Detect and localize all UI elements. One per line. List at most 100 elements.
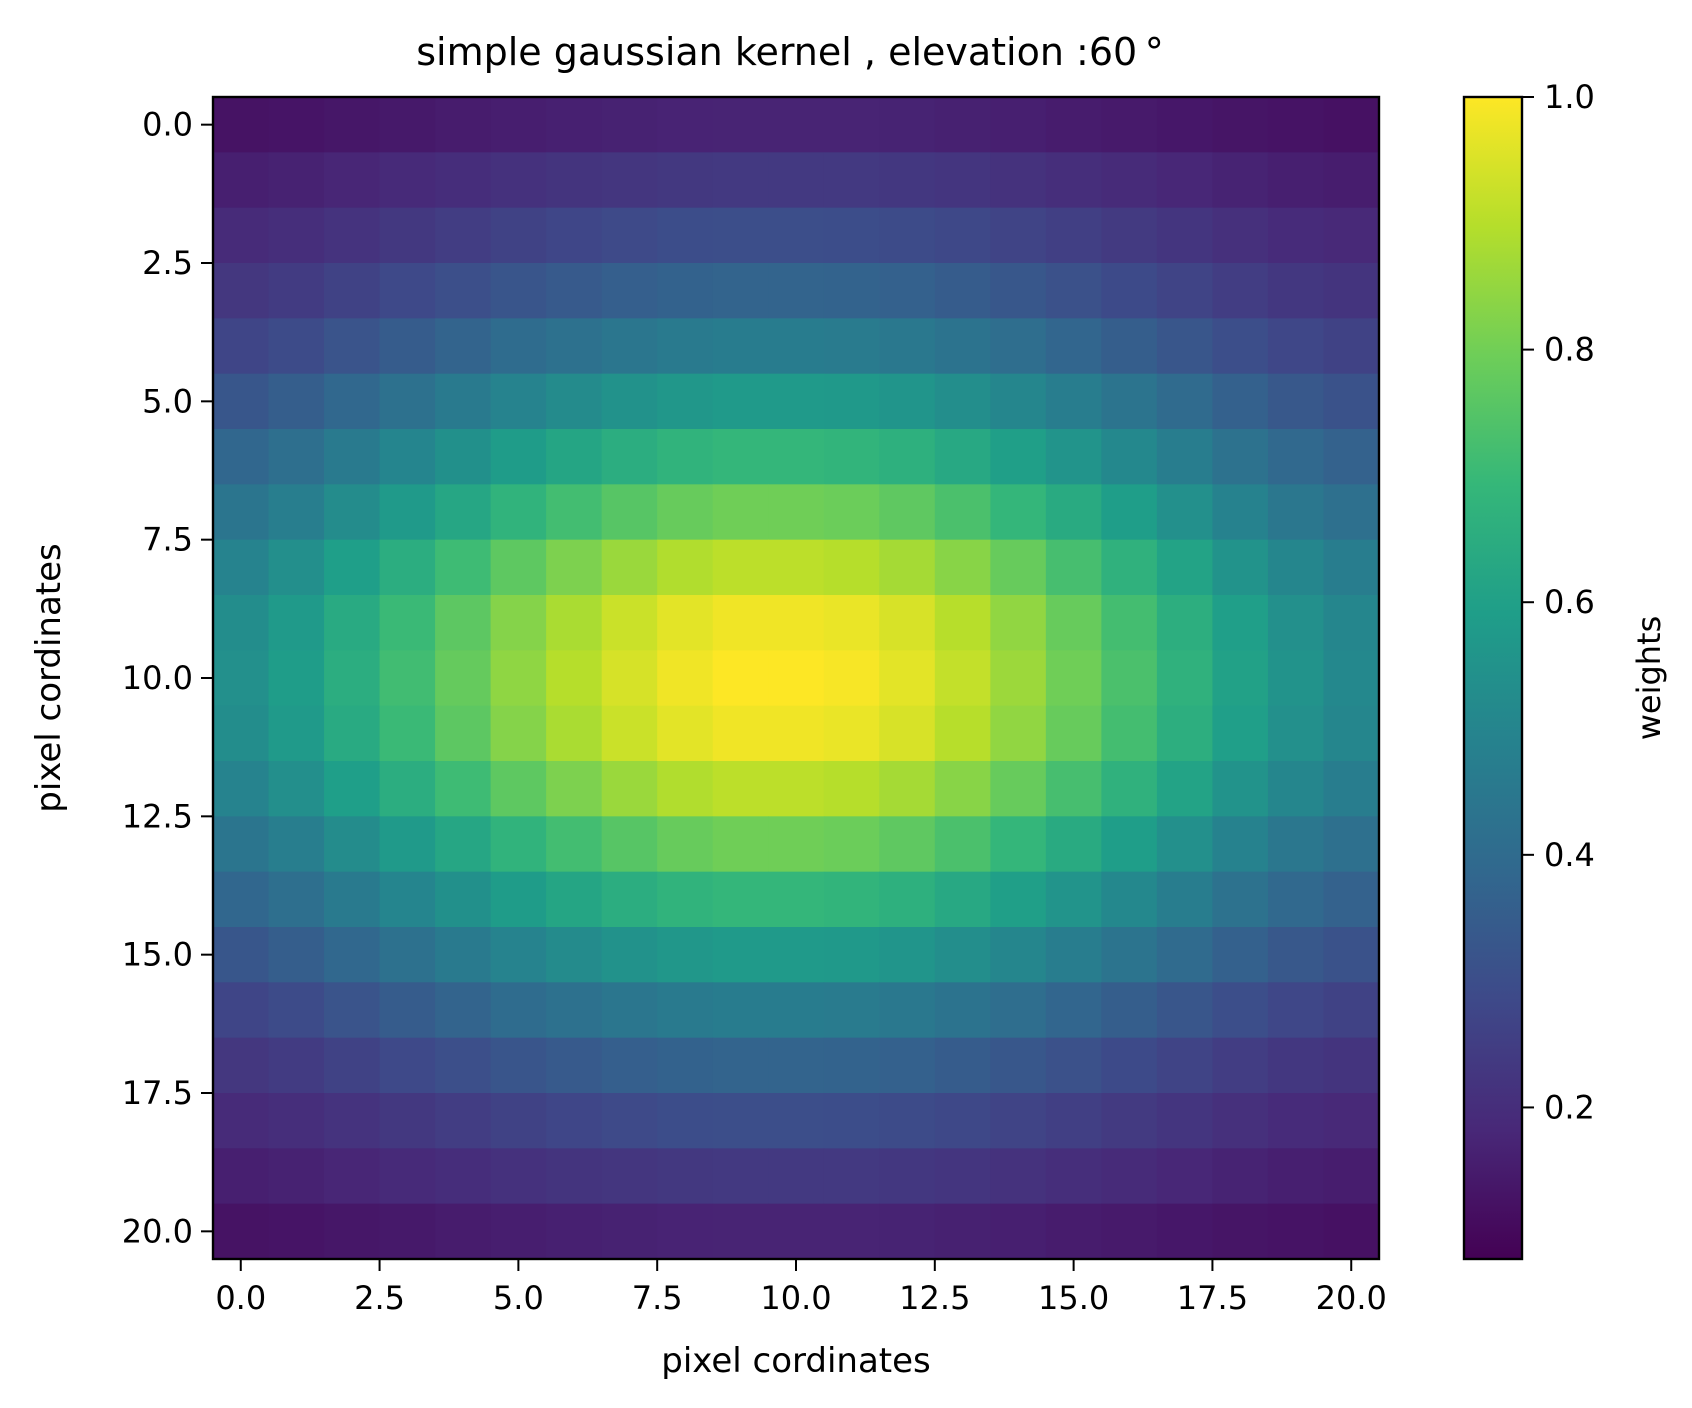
heatmap-cell <box>601 871 658 928</box>
heatmap-cell <box>490 982 547 1039</box>
heatmap-cell <box>990 318 1047 375</box>
heatmap-cell <box>1101 595 1158 651</box>
heatmap-cell <box>1156 595 1214 651</box>
heatmap-cell <box>768 1148 825 1205</box>
heatmap-cell <box>768 761 825 817</box>
heatmap-cell <box>546 650 603 707</box>
heatmap-cell <box>768 484 825 541</box>
heatmap-cell <box>879 484 936 541</box>
heatmap-cell <box>768 97 825 153</box>
heatmap-cell <box>1212 1093 1269 1149</box>
heatmap-cell <box>1045 595 1102 651</box>
heatmap-cell <box>1323 871 1380 928</box>
heatmap-cell <box>879 539 936 596</box>
heatmap-cell <box>768 318 825 375</box>
heatmap-cell <box>379 871 436 928</box>
heatmap-cell <box>1156 97 1214 153</box>
heatmap-cell <box>213 152 270 209</box>
heatmap-cell <box>1323 207 1380 264</box>
heatmap-cell <box>1267 429 1325 485</box>
heatmap-cell <box>1212 871 1269 928</box>
heatmap-cell <box>712 429 769 485</box>
heatmap-cell <box>934 152 991 209</box>
heatmap-cell <box>601 595 658 651</box>
heatmap-cell <box>601 373 658 430</box>
heatmap-cell <box>934 539 991 596</box>
heatmap-cell <box>990 1203 1047 1260</box>
chart-title: simple gaussian kernel , elevation :60 ° <box>416 30 1164 74</box>
heatmap-cell <box>712 97 769 153</box>
heatmap-cell <box>1323 263 1380 319</box>
heatmap-cell <box>268 263 325 319</box>
heatmap-cell <box>601 484 658 541</box>
heatmap-cell <box>879 761 936 817</box>
heatmap-cell <box>1323 1203 1380 1260</box>
heatmap-cell <box>379 1093 436 1149</box>
heatmap-cell <box>768 927 825 983</box>
heatmap-cell <box>1323 429 1380 485</box>
heatmap-cell <box>601 318 658 375</box>
heatmap-cell <box>213 1203 270 1260</box>
heatmap-cell <box>1101 982 1158 1039</box>
heatmap-cell <box>601 263 658 319</box>
heatmap-cell <box>601 1203 658 1260</box>
heatmap-cell <box>1045 1203 1102 1260</box>
heatmap-cell <box>490 373 547 430</box>
heatmap-cell <box>1156 318 1214 375</box>
heatmap-cell <box>435 816 492 873</box>
heatmap-cell <box>712 318 769 375</box>
heatmap-cell <box>1323 816 1380 873</box>
heatmap-cell <box>324 982 381 1039</box>
heatmap-cell <box>435 871 492 928</box>
x-axis-label: pixel cordinates <box>661 1341 931 1381</box>
heatmap-cell <box>324 318 381 375</box>
heatmap-cell <box>546 705 603 762</box>
heatmap-cell <box>1267 318 1325 375</box>
heatmap-cell <box>324 1093 381 1149</box>
heatmap-cell <box>546 263 603 319</box>
heatmap-cell <box>1156 429 1214 485</box>
heatmap-cell <box>1045 539 1102 596</box>
y-tick-label: 12.5 <box>122 797 193 835</box>
heatmap-cell <box>324 761 381 817</box>
heatmap-cell <box>1212 982 1269 1039</box>
heatmap-cell <box>712 650 769 707</box>
heatmap-cell <box>490 207 547 264</box>
heatmap-cell <box>435 1148 492 1205</box>
heatmap-cell <box>213 1037 270 1094</box>
heatmap-cell <box>768 1203 825 1260</box>
heatmap-cell <box>435 761 492 817</box>
heatmap-cell <box>1267 97 1325 153</box>
heatmap-cell <box>1267 705 1325 762</box>
heatmap-cell <box>657 982 714 1039</box>
heatmap-cell <box>1267 871 1325 928</box>
heatmap-cell <box>268 650 325 707</box>
heatmap-cell <box>879 1203 936 1260</box>
heatmap-cell <box>1212 97 1269 153</box>
heatmap-cell <box>768 263 825 319</box>
heatmap-cell <box>1045 207 1102 264</box>
heatmap-cell <box>1156 982 1214 1039</box>
heatmap-cell <box>1045 1037 1102 1094</box>
heatmap-cell <box>1156 207 1214 264</box>
heatmap-cell <box>435 429 492 485</box>
heatmap-cell <box>657 1203 714 1260</box>
heatmap-cell <box>1045 429 1102 485</box>
heatmap-cell <box>657 1037 714 1094</box>
heatmap-cell <box>324 539 381 596</box>
heatmap-cell <box>324 429 381 485</box>
heatmap-cell <box>712 539 769 596</box>
heatmap-cell <box>823 263 880 319</box>
heatmap-cell <box>1045 263 1102 319</box>
heatmap-cell <box>879 1037 936 1094</box>
heatmap-cell <box>268 152 325 209</box>
heatmap-cell <box>1323 152 1380 209</box>
heatmap-cell <box>435 539 492 596</box>
heatmap-cell <box>546 595 603 651</box>
heatmap-cell <box>1101 1148 1158 1205</box>
heatmap-cell <box>768 982 825 1039</box>
heatmap-cell <box>934 263 991 319</box>
heatmap-cell <box>712 373 769 430</box>
heatmap-cell <box>601 97 658 153</box>
heatmap-cell <box>601 539 658 596</box>
